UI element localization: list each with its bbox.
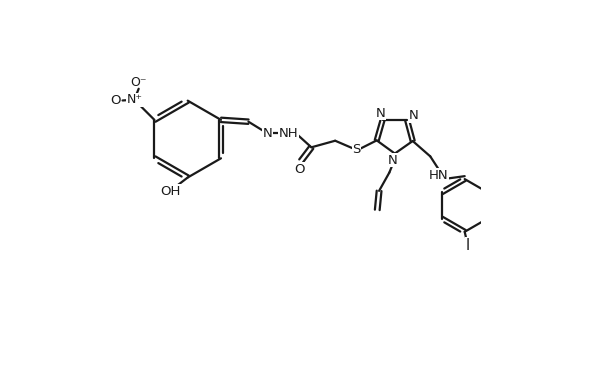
Text: OH: OH — [160, 185, 180, 198]
Text: O: O — [295, 163, 305, 176]
Text: N⁺: N⁺ — [126, 93, 142, 106]
Text: NH: NH — [279, 127, 299, 140]
Text: N: N — [388, 154, 398, 167]
Text: O: O — [110, 94, 121, 107]
Text: I: I — [465, 238, 469, 253]
Text: S: S — [352, 143, 361, 156]
Text: N: N — [262, 127, 273, 140]
Text: N: N — [409, 109, 418, 122]
Text: N: N — [376, 107, 386, 120]
Text: HN: HN — [428, 169, 448, 182]
Text: O⁻: O⁻ — [130, 76, 147, 89]
